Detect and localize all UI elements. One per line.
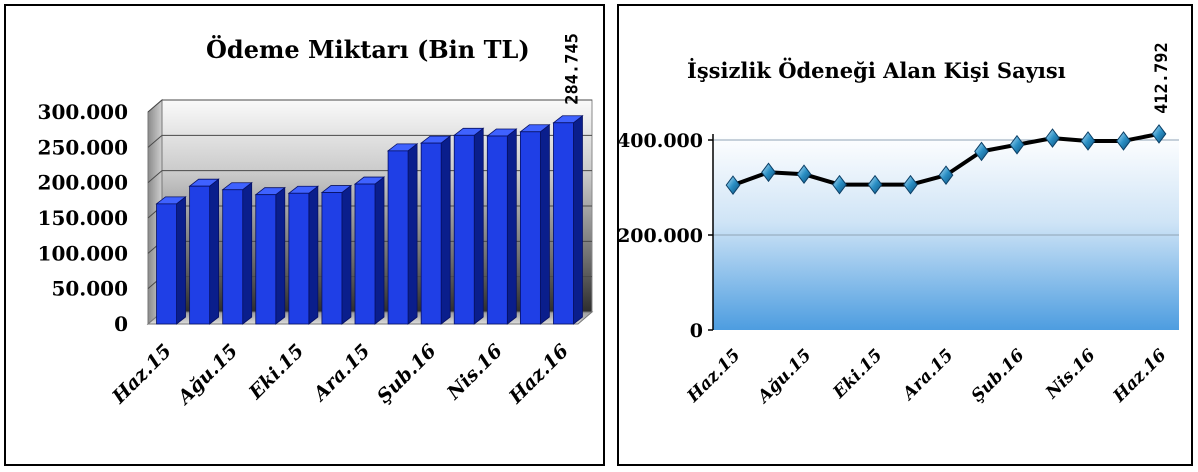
bar (188, 178, 220, 325)
y-tick-label: 200.000 (38, 171, 128, 195)
bar (320, 184, 353, 325)
data-point (1151, 124, 1167, 144)
data-point (938, 165, 954, 185)
y-tick-label: 200.000 (619, 225, 703, 247)
bar (254, 186, 286, 325)
data-label: 284.745 (562, 33, 582, 105)
plot-area (713, 134, 1179, 330)
data-point (1009, 134, 1025, 155)
x-tick-label: Ağu.15 (753, 345, 816, 408)
chart-title: İşsizlik Ödeneği Alan Kişi Sayısı (687, 58, 1066, 83)
data-label: 412.792 (1152, 42, 1172, 114)
x-tick-label: Ara.15 (308, 340, 375, 407)
bar (453, 127, 485, 325)
y-tick-label: 150.000 (38, 206, 128, 230)
data-point (832, 174, 847, 195)
x-tick-label: Haz.15 (683, 345, 745, 407)
x-tick-label: Nis.16 (1041, 345, 1099, 403)
x-tick-label: Haz.15 (107, 340, 176, 409)
bar (221, 181, 253, 325)
bar (419, 135, 452, 325)
data-point (867, 174, 883, 195)
y-tick-label: 50.000 (51, 277, 128, 301)
bar (155, 196, 187, 325)
chart-title: Ödeme Miktarı (Bin TL) (206, 35, 530, 64)
x-tick-label: Şub.16 (373, 340, 441, 408)
bar (552, 114, 584, 325)
x-tick-label: Ara.15 (898, 345, 958, 405)
bar (386, 143, 419, 325)
gridline (147, 134, 592, 148)
x-tick-label: Ağu.15 (172, 340, 242, 410)
y-tick-label: 400.000 (619, 130, 703, 152)
x-tick-label: Eki.15 (829, 345, 887, 403)
x-tick-label: Haz.16 (504, 340, 573, 409)
data-point (974, 141, 989, 162)
x-tick-label: Nis.16 (442, 340, 507, 405)
bar (519, 123, 551, 325)
unemployment-recipients-chart: İşsizlik Ödeneği Alan Kişi Sayısı 0 200.0… (619, 42, 1179, 408)
data-point (761, 162, 776, 183)
y-tick-label: 0 (690, 320, 703, 342)
x-tick-label: Haz.16 (1109, 345, 1171, 407)
unemployment-recipients-chart-panel: İşsizlik Ödeneği Alan Kişi Sayısı 0 200.0… (617, 4, 1193, 466)
payment-amount-chart: Ödeme Miktarı (Bin TL) 0 50.000 100.000 150… (38, 33, 594, 410)
data-point (903, 174, 918, 195)
y-tick-label: 0 (114, 312, 128, 336)
x-tick-label: Eki.15 (244, 340, 308, 404)
bar (353, 176, 386, 325)
bar (486, 128, 518, 325)
data-point (1045, 128, 1060, 148)
data-point (725, 175, 741, 195)
y-tick-label: 100.000 (38, 241, 128, 265)
x-tick-label: Şub.16 (968, 345, 1029, 406)
data-point (796, 164, 812, 185)
y-tick-label: 250.000 (38, 135, 128, 159)
gridline (147, 99, 592, 113)
y-tick-label: 300.000 (38, 100, 128, 124)
payment-amount-chart-panel: Ödeme Miktarı (Bin TL) 0 50.000 100.000 150… (4, 4, 605, 466)
data-point (1080, 131, 1096, 151)
bar (287, 185, 320, 325)
data-point (1116, 131, 1131, 151)
